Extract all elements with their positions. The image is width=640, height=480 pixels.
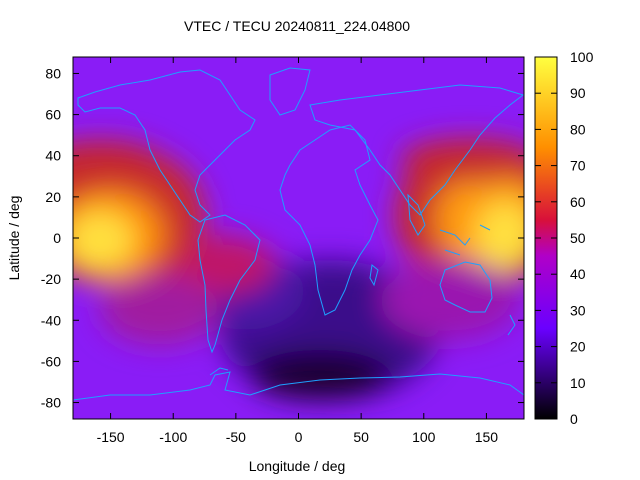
x-tick-label: -100 [159, 429, 187, 445]
y-tick-label: 80 [45, 65, 61, 81]
y-tick-label: -40 [41, 312, 61, 328]
colorbar-tick-label: 90 [570, 85, 586, 101]
colorbar-tick-label: 0 [570, 411, 578, 427]
y-tick-label: 20 [45, 189, 61, 205]
colorbar-tick-label: 60 [570, 194, 586, 210]
y-axis: -80 -60 -40 -20 0 20 40 60 80 [41, 65, 524, 411]
y-tick-label: -80 [41, 395, 61, 411]
y-tick-label: 60 [45, 107, 61, 123]
x-tick-label: -150 [97, 429, 125, 445]
colorbar-tick-label: 70 [570, 158, 586, 174]
x-axis-label: Longitude / deg [249, 458, 346, 474]
x-tick-label: 100 [412, 429, 436, 445]
x-tick-label: 0 [295, 429, 303, 445]
colorbar-tick-label: 50 [570, 230, 586, 246]
x-tick-label: 50 [353, 429, 369, 445]
colorbar-tick-label: 10 [570, 375, 586, 391]
coastlines [73, 67, 524, 419]
y-tick-label: -20 [41, 271, 61, 287]
y-tick-label: 0 [53, 230, 61, 246]
x-axis: -150 -100 -50 0 50 100 150 [97, 57, 499, 445]
y-axis-label: Latitude / deg [6, 196, 22, 281]
y-tick-label: -60 [41, 353, 61, 369]
y-tick-label: 40 [45, 148, 61, 164]
colorbar-tick-label: 100 [570, 49, 594, 65]
colorbar: 0 10 20 30 40 50 60 70 80 90 100 [534, 49, 594, 427]
x-tick-label: -50 [226, 429, 246, 445]
colorbar-tick-label: 40 [570, 266, 586, 282]
colorbar-tick-label: 20 [570, 339, 586, 355]
heatmap-field [73, 57, 524, 419]
colorbar-tick-label: 80 [570, 121, 586, 137]
chart-title: VTEC / TECU 20240811_224.04800 [184, 18, 410, 34]
x-tick-label: 150 [475, 429, 499, 445]
colorbar-ticks: 0 10 20 30 40 50 60 70 80 90 100 [535, 49, 594, 427]
colorbar-tick-label: 30 [570, 302, 586, 318]
